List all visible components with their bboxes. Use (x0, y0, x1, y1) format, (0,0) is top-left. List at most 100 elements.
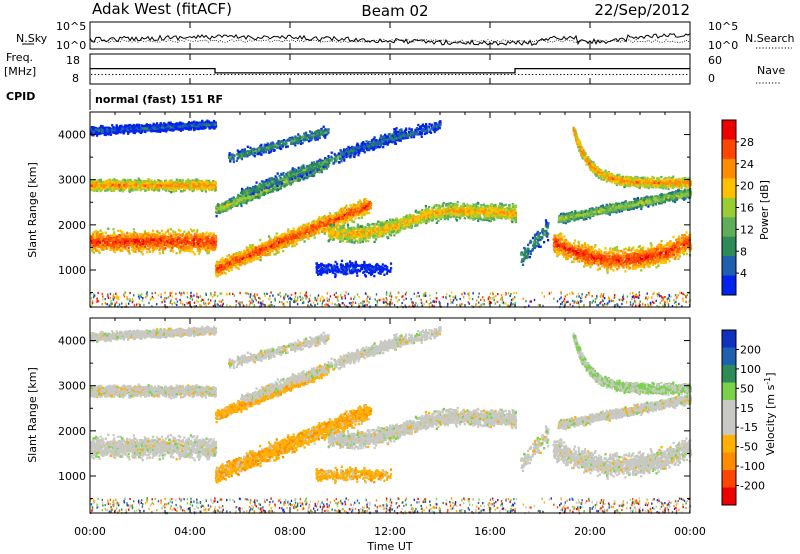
power-cell (164, 247, 166, 249)
power-cell (97, 231, 99, 233)
power-cell (114, 251, 116, 253)
power-cell (150, 244, 152, 246)
power-cell (209, 246, 211, 248)
power-cell (189, 237, 191, 239)
power-cell (150, 237, 152, 239)
power-cell (105, 242, 107, 244)
power-cell (114, 243, 116, 245)
power-cell (149, 250, 151, 252)
power-cell (189, 244, 191, 246)
power-cell (163, 236, 165, 238)
power-cell (152, 247, 154, 249)
power-cell (186, 233, 188, 235)
power-cell (90, 240, 92, 242)
power-cell (156, 230, 158, 232)
power-cell (185, 242, 187, 244)
power-cell (159, 232, 161, 234)
power-cell (107, 228, 109, 230)
power-cell (202, 237, 204, 239)
power-cell (124, 245, 126, 247)
noise-panel: N.Sky 10^5 10^0 10^5 10^0 N.Search (16, 20, 795, 52)
power-scatter (90, 120, 692, 309)
power-cell (144, 230, 146, 232)
power-cell (214, 243, 216, 245)
power-cell (149, 235, 151, 237)
power-cell (121, 249, 123, 251)
power-cell (205, 247, 207, 249)
power-cell (109, 240, 111, 242)
power-cell (92, 240, 94, 242)
power-cell (92, 234, 94, 236)
date-title: 22/Sep/2012 (594, 1, 690, 19)
power-cell (195, 237, 197, 239)
power-cell (146, 248, 148, 250)
power-cell (94, 231, 96, 233)
noise-right-tick-bottom: 10^0 (708, 39, 738, 52)
power-cell (162, 252, 164, 254)
power-cell (133, 228, 135, 230)
beam-title: Beam 02 (361, 2, 428, 20)
power-cell (93, 245, 95, 247)
noise-left-tick-top: 10^5 (56, 20, 86, 33)
power-cell (172, 230, 174, 232)
power-cell (207, 239, 209, 241)
power-cell (121, 241, 123, 243)
power-cell (192, 251, 194, 253)
power-cell (127, 238, 129, 240)
power-cell (136, 233, 138, 235)
power-cell (138, 241, 140, 243)
power-cell (128, 247, 130, 249)
power-cell (96, 246, 98, 248)
freq-left-tick-bottom: 8 (72, 72, 79, 85)
power-cell (111, 235, 113, 237)
power-cell (178, 229, 180, 231)
power-cell (213, 234, 215, 236)
power-cell (138, 236, 140, 238)
power-cell (184, 246, 186, 248)
power-cell (129, 238, 131, 240)
cpid-text: normal (fast) 151 RF (95, 93, 223, 106)
power-cell (117, 240, 119, 242)
power-cell (141, 248, 143, 250)
power-cell (121, 231, 123, 233)
power-cell (182, 233, 184, 235)
power-cell (105, 232, 107, 234)
power-cell (172, 250, 174, 252)
power-cell (94, 237, 96, 239)
power-cell (116, 248, 118, 250)
power-cell (191, 230, 193, 232)
power-cell (202, 242, 204, 244)
power-cell (181, 238, 183, 240)
power-cell (197, 250, 199, 252)
power-cell (196, 231, 198, 233)
power-cell (131, 243, 133, 245)
power-cell (91, 236, 93, 238)
power-cell (157, 239, 159, 241)
power-cell (208, 241, 210, 243)
power-cell (137, 243, 139, 245)
power-cell (165, 243, 167, 245)
power-cell (192, 236, 194, 238)
power-cell (183, 231, 185, 233)
power-cell (175, 234, 177, 236)
power-cell (168, 233, 170, 235)
power-cell (206, 252, 208, 254)
power-cell (142, 253, 144, 255)
cpid-label: CPID (6, 90, 35, 103)
power-cell (189, 241, 191, 243)
power-cell (192, 245, 194, 247)
power-cell (160, 241, 162, 243)
power-cell (170, 239, 172, 241)
power-cell (193, 238, 195, 240)
power-cell (211, 248, 213, 250)
power-cell (148, 245, 150, 247)
power-cell (127, 236, 129, 238)
power-cell (132, 246, 134, 248)
power-cell (146, 251, 148, 253)
power-cell (119, 237, 121, 239)
power-cell (214, 248, 216, 250)
nsearch-label: N.Search (745, 32, 795, 45)
freq-step-line (90, 69, 690, 73)
power-cell (128, 250, 130, 252)
power-cell (170, 228, 172, 230)
